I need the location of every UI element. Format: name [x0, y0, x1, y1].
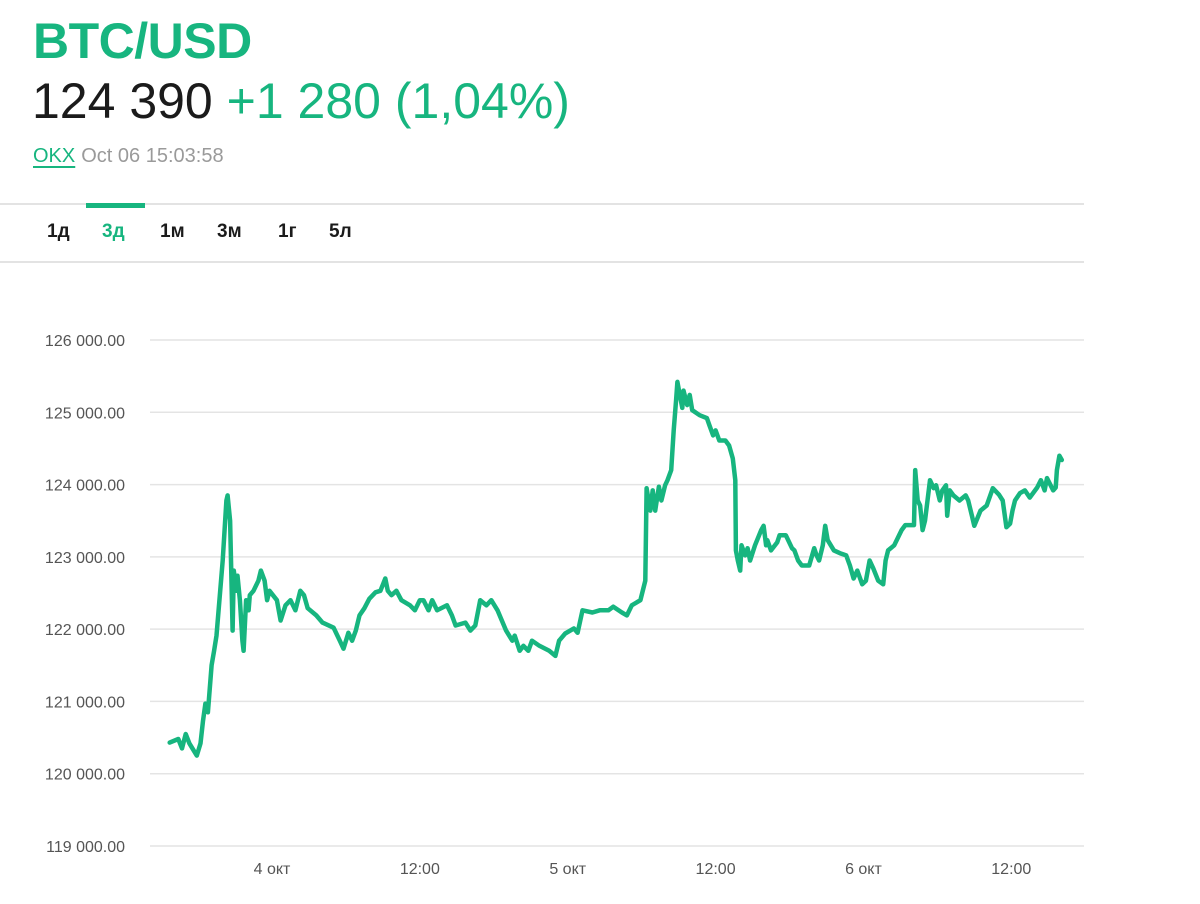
y-tick-label: 123 000.00 [45, 550, 125, 567]
x-tick-label: 5 окт [549, 861, 586, 878]
y-tick-label: 120 000.00 [45, 767, 125, 784]
tab-3m[interactable]: 3м [217, 221, 242, 242]
x-tick-label: 12:00 [400, 861, 440, 878]
price-change: +1 280 (1,04%) [226, 73, 570, 129]
quote-source: OKX Oct 06 15:03:58 [33, 145, 224, 168]
current-price: 124 390 [32, 73, 213, 129]
quote-timestamp: Oct 06 15:03:58 [81, 145, 224, 167]
x-tick-label: 12:00 [696, 861, 736, 878]
active-tab-indicator [86, 203, 145, 208]
y-tick-label: 119 000.00 [46, 839, 125, 856]
tab-3d[interactable]: 3д [102, 221, 125, 242]
y-tick-label: 125 000.00 [45, 405, 125, 422]
price-line [167, 379, 1065, 758]
tab-1y[interactable]: 1г [278, 221, 297, 242]
x-tick-label: 12:00 [991, 861, 1031, 878]
price-quote: 124 390 +1 280 (1,04%) [32, 72, 570, 130]
y-tick-label: 124 000.00 [45, 478, 125, 495]
x-tick-label: 6 окт [845, 861, 882, 878]
tab-1m[interactable]: 1м [160, 221, 185, 242]
exchange-link[interactable]: OKX [33, 145, 76, 167]
y-tick-label: 121 000.00 [45, 694, 125, 711]
y-tick-label: 126 000.00 [45, 333, 125, 350]
tab-1d[interactable]: 1д [47, 221, 70, 242]
y-tick-label: 122 000.00 [45, 622, 125, 639]
tab-5y[interactable]: 5л [329, 221, 352, 242]
ticker-title: BTC/USD [33, 13, 252, 69]
x-tick-label: 4 окт [254, 861, 291, 878]
period-tabs: 1д 3д 1м 3м 1г 5л [0, 203, 1084, 263]
